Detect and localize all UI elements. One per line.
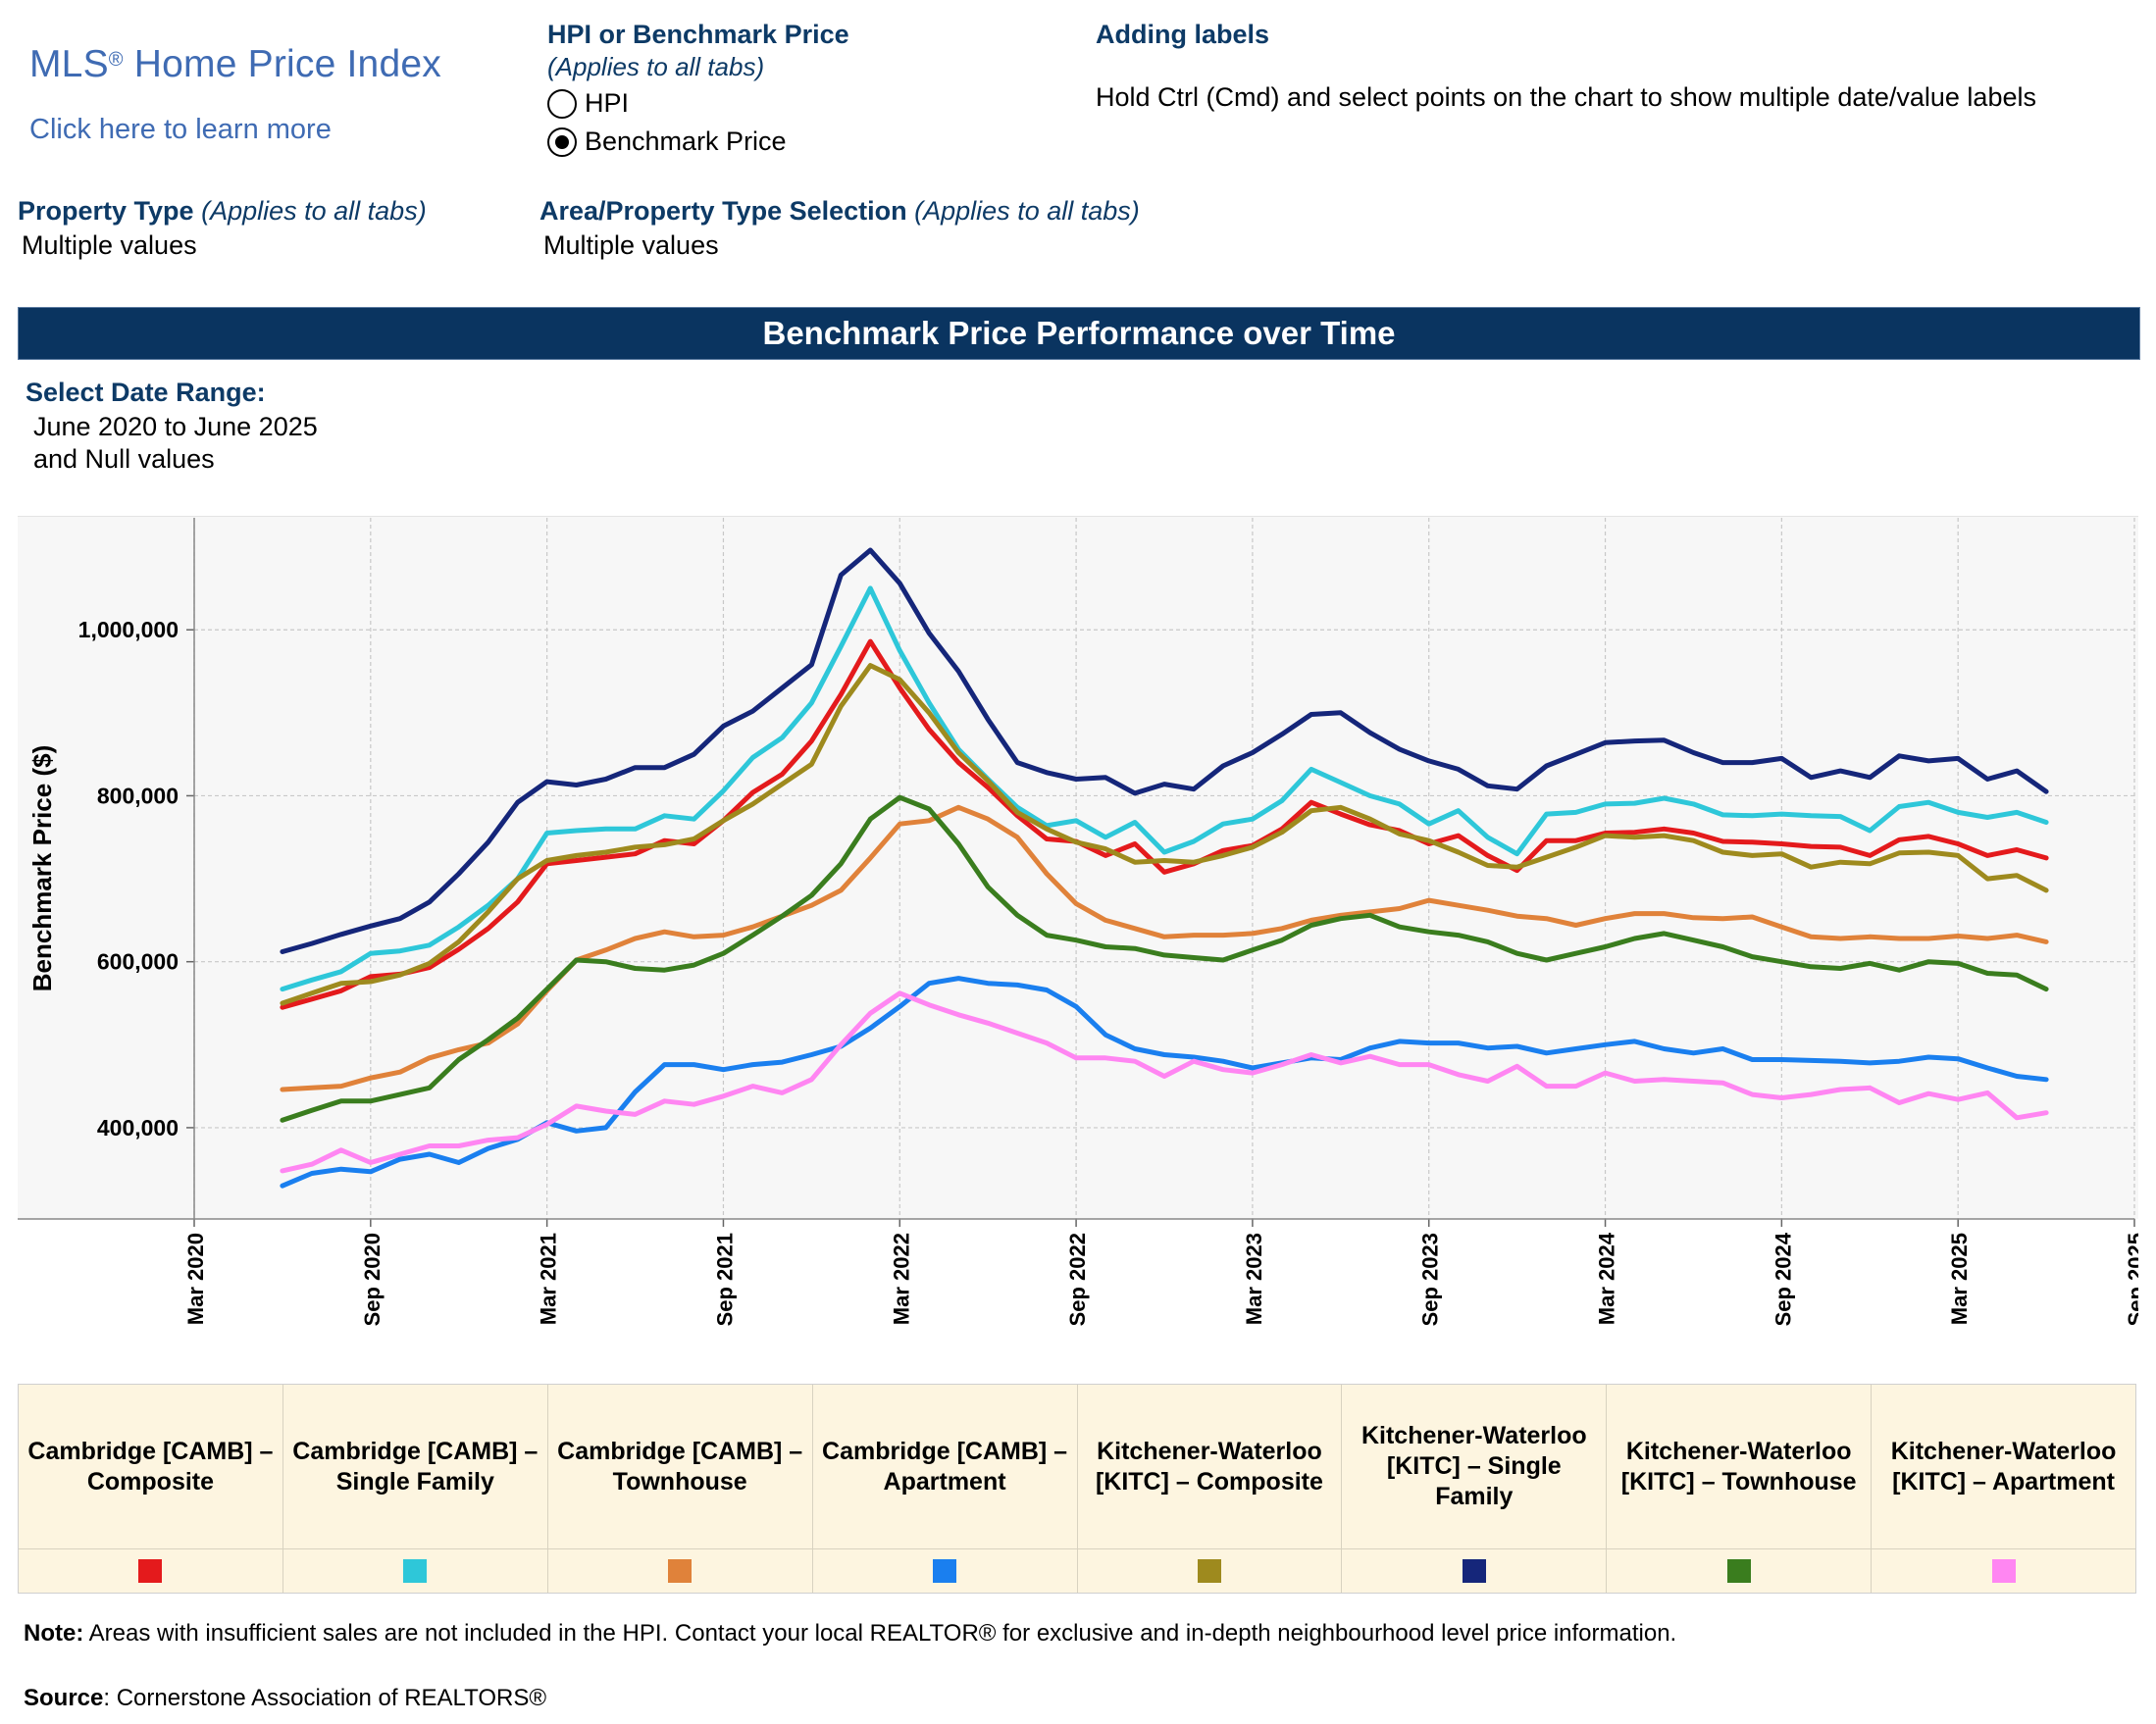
y-tick-label: 400,000 [97,1115,179,1141]
footer-source: Source: Cornerstone Association of REALT… [24,1685,546,1712]
legend-color-swatch [1462,1559,1486,1583]
x-tick-label: Sep 2025 [2124,1233,2138,1326]
date-range-heading: Select Date Range: [26,378,266,407]
date-range-null: and Null values [33,444,215,474]
learn-more-link[interactable]: Click here to learn more [29,114,332,145]
legend-item-label: Kitchener-Waterloo [KITC] – Apartment [1872,1385,2135,1549]
logo-reg-mark: ® [108,49,124,71]
x-tick-label: Sep 2020 [360,1233,385,1326]
property-type-filter[interactable]: Property Type (Applies to all tabs) Mult… [18,196,427,261]
source-text: : Cornerstone Association of REALTORS® [103,1685,547,1711]
area-selection-sub: (Applies to all tabs) [914,196,1140,226]
legend-item[interactable]: Cambridge [CAMB] – Apartment [812,1385,1078,1593]
series-line[interactable] [280,585,2049,992]
legend-item[interactable]: Kitchener-Waterloo [KITC] – Single Famil… [1342,1385,1608,1593]
benchmark-price-chart[interactable]: Mar 2020 Sep 2020 Mar 2021 Sep 2021 Mar 2022… [18,515,2148,1384]
line-chart-svg[interactable]: Mar 2020 Sep 2020 Mar 2021 Sep 2021 Mar 2022… [18,515,2148,1384]
legend-item[interactable]: Cambridge [CAMB] – Composite [19,1385,283,1593]
legend-item-label: Cambridge [CAMB] – Composite [19,1385,282,1549]
x-tick-label: Sep 2024 [1771,1232,1795,1326]
legend-swatch-cell [1078,1549,1342,1593]
series-line[interactable] [280,794,2049,1123]
x-tick-label: Mar 2022 [889,1233,913,1325]
area-selection-heading: Area/Property Type Selection [539,196,907,226]
radio-benchmark-label: Benchmark Price [585,127,787,156]
legend-color-swatch [1991,1559,2016,1583]
source-label: Source [24,1685,104,1711]
series-line[interactable] [280,638,2049,1010]
legend-item-label: Kitchener-Waterloo [KITC] – Townhouse [1607,1385,1872,1549]
area-selection-filter[interactable]: Area/Property Type Selection (Applies to… [539,196,1140,261]
legend-swatch-cell [813,1549,1077,1593]
footer-note: Note: Areas with insufficient sales are … [24,1620,1676,1648]
y-tick-label: 600,000 [97,949,179,975]
measure-selector: HPI or Benchmark Price (Applies to all t… [547,20,849,157]
radio-benchmark-icon[interactable] [547,127,577,157]
property-type-sub: (Applies to all tabs) [201,196,427,226]
labels-help-heading: Adding labels [1096,20,1270,49]
legend-item[interactable]: Kitchener-Waterloo [KITC] – Townhouse [1607,1385,1873,1593]
legend-item-label: Kitchener-Waterloo [KITC] – Composite [1077,1385,1342,1549]
radio-option-benchmark[interactable]: Benchmark Price [547,127,849,157]
legend-color-swatch [403,1559,428,1583]
radio-hpi-icon[interactable] [547,88,577,119]
note-text: Areas with insufficient sales are not in… [83,1620,1677,1647]
date-range-value[interactable]: June 2020 to June 2025 [33,412,318,441]
x-tick-label: Sep 2021 [712,1233,737,1326]
legend-color-swatch [138,1559,163,1583]
legend-swatch-cell [19,1549,282,1593]
legend-item-label: Cambridge [CAMB] – Townhouse [547,1385,812,1549]
date-range-filter[interactable]: Select Date Range: June 2020 to June 202… [26,378,318,475]
property-type-value[interactable]: Multiple values [22,230,197,260]
x-tick-label: Sep 2023 [1418,1233,1443,1326]
legend-swatch-cell [548,1549,812,1593]
legend-item-label: Kitchener-Waterloo [KITC] – Single Famil… [1342,1385,1607,1549]
legend-item[interactable]: Cambridge [CAMB] – Townhouse [547,1385,813,1593]
legend-swatch-cell [283,1549,547,1593]
legend-color-swatch [933,1559,957,1583]
chart-title-banner: Benchmark Price Performance over Time [18,307,2140,360]
x-tick-label: Mar 2025 [1947,1233,1972,1325]
note-label: Note: [24,1620,84,1647]
legend-item[interactable]: Cambridge [CAMB] – Single Family [282,1385,548,1593]
y-axis-title: Benchmark Price ($) [27,745,57,991]
area-selection-value[interactable]: Multiple values [543,230,719,260]
measure-heading: HPI or Benchmark Price [547,20,849,49]
logo-title-rest: Home Price Index [123,43,441,85]
legend-item-label: Cambridge [CAMB] – Apartment [812,1385,1077,1549]
x-tick-label: Mar 2023 [1242,1233,1266,1325]
legend-item[interactable]: Kitchener-Waterloo [KITC] – Apartment [1872,1385,2135,1593]
property-type-heading: Property Type [18,196,194,226]
chart-legend: Cambridge [CAMB] – Composite Cambridge [C… [18,1384,2136,1594]
x-tick-label: Sep 2022 [1065,1233,1090,1326]
measure-subheading: (Applies to all tabs) [547,52,765,81]
mls-hpi-logo[interactable]: MLS® Home Price Index [29,43,441,86]
radio-option-hpi[interactable]: HPI [547,88,849,119]
legend-swatch-cell [1342,1549,1606,1593]
legend-color-swatch [1197,1559,1221,1583]
logo-mls-text: MLS [29,43,109,85]
legend-color-swatch [1726,1559,1751,1583]
legend-swatch-cell [1872,1549,2135,1593]
series-line[interactable] [280,663,2049,1006]
series-line[interactable] [280,547,2049,954]
legend-swatch-cell [1607,1549,1871,1593]
radio-hpi-label: HPI [585,88,630,118]
legend-item-label: Cambridge [CAMB] – Single Family [282,1385,547,1549]
y-tick-label: 1,000,000 [78,617,179,642]
series-line[interactable] [280,976,2049,1189]
x-tick-label: Mar 2024 [1595,1232,1619,1325]
x-tick-label: Mar 2021 [537,1233,561,1325]
x-tick-label: Mar 2020 [183,1233,208,1325]
labels-help-text: Hold Ctrl (Cmd) and select points on the… [1096,82,2036,112]
y-tick-label: 800,000 [97,783,179,808]
series-line[interactable] [280,990,2049,1174]
legend-item[interactable]: Kitchener-Waterloo [KITC] – Composite [1077,1385,1343,1593]
legend-color-swatch [668,1559,693,1583]
